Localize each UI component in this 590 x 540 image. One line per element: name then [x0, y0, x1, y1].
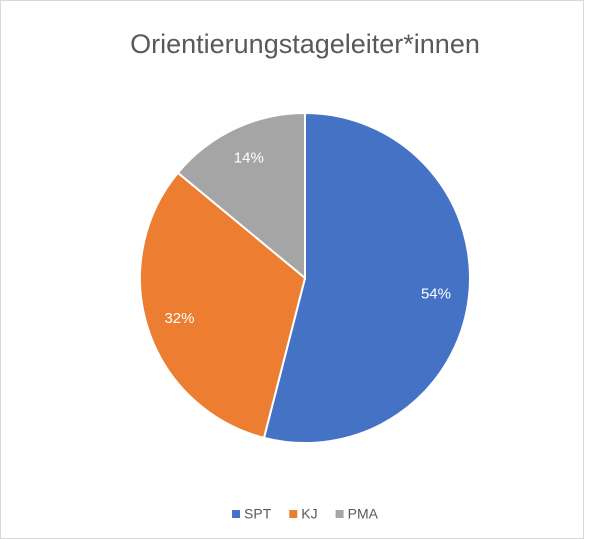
pie-slice	[139, 171, 307, 440]
value-label: 32%	[164, 310, 194, 327]
legend-label: PMA	[348, 506, 379, 522]
value-label: 54%	[421, 286, 451, 303]
pie-slice	[176, 111, 306, 281]
legend-swatch	[232, 510, 241, 518]
legend-label: KJ	[301, 506, 317, 522]
value-label: 14%	[234, 150, 264, 167]
legend-swatch	[289, 510, 298, 518]
legend-label: SPT	[244, 506, 272, 522]
chart-title: Orientierungstageleiter*innen	[130, 29, 480, 59]
legend-swatch	[335, 510, 344, 518]
pie-slice	[262, 111, 471, 444]
